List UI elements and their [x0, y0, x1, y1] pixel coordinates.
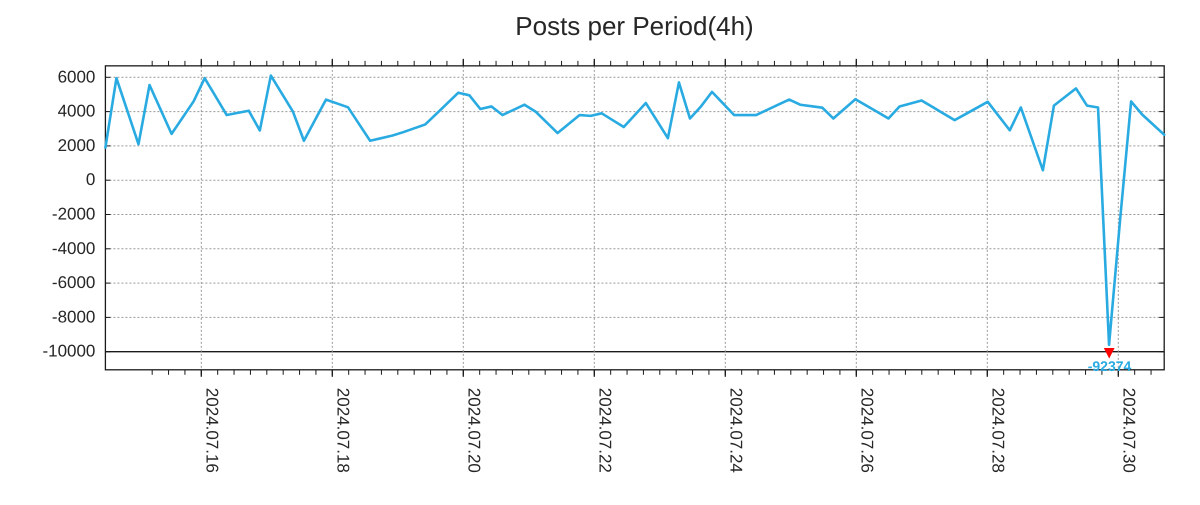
- svg-text:2024.07.20: 2024.07.20: [464, 388, 483, 473]
- svg-text:2000: 2000: [58, 136, 96, 155]
- svg-text:0: 0: [86, 170, 95, 189]
- svg-text:2024.07.28: 2024.07.28: [988, 388, 1007, 473]
- svg-text:-2000: -2000: [52, 205, 95, 224]
- svg-text:2024.07.16: 2024.07.16: [202, 388, 221, 473]
- svg-text:2024.07.24: 2024.07.24: [726, 388, 745, 473]
- svg-text:-4000: -4000: [52, 239, 95, 258]
- svg-text:6000: 6000: [58, 67, 96, 86]
- svg-text:-92374: -92374: [1088, 358, 1132, 374]
- svg-text:2024.07.30: 2024.07.30: [1119, 388, 1138, 473]
- svg-text:2024.07.26: 2024.07.26: [857, 388, 876, 473]
- svg-text:-8000: -8000: [52, 307, 95, 326]
- svg-text:4000: 4000: [58, 102, 96, 121]
- svg-text:-10000: -10000: [42, 342, 95, 361]
- svg-text:2024.07.22: 2024.07.22: [595, 388, 614, 473]
- svg-text:-6000: -6000: [52, 273, 95, 292]
- svg-text:2024.07.18: 2024.07.18: [333, 388, 352, 473]
